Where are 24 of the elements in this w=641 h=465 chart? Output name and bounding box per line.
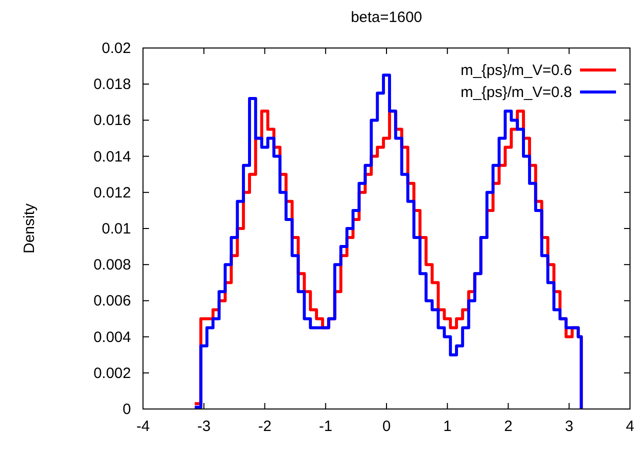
x-tick-label: 0 — [382, 418, 391, 435]
x-tick-label: 4 — [626, 418, 634, 435]
y-tick-label: 0.01 — [102, 220, 131, 238]
x-tick-label: -3 — [197, 418, 211, 435]
x-tick-label: -4 — [136, 418, 150, 435]
y-tick-label: 0 — [122, 401, 131, 418]
y-tick-label: 0.004 — [93, 328, 131, 346]
legend-label: m_{ps}/m_V=0.6 — [460, 62, 572, 79]
y-tick-label: 0.018 — [93, 76, 131, 94]
y-tick-label: 0.02 — [102, 40, 131, 57]
x-tick-label: 3 — [564, 418, 574, 435]
chart-title: beta=1600 — [350, 9, 422, 26]
y-tick-label: 0.002 — [93, 364, 131, 382]
y-tick-label: 0.008 — [93, 256, 131, 274]
x-tick-label: 2 — [504, 418, 512, 435]
x-tick-label: -1 — [318, 418, 332, 435]
y-tick-label: 0.016 — [93, 112, 131, 130]
x-tick-label: -2 — [258, 418, 272, 435]
y-axis-title: Density — [21, 203, 38, 254]
y-tick-label: 0.012 — [93, 184, 131, 202]
x-tick-label: 1 — [443, 418, 452, 435]
y-tick-label: 0.006 — [93, 292, 131, 310]
legend-label: m_{ps}/m_V=0.8 — [460, 84, 572, 101]
y-tick-label: 0.014 — [93, 148, 131, 166]
